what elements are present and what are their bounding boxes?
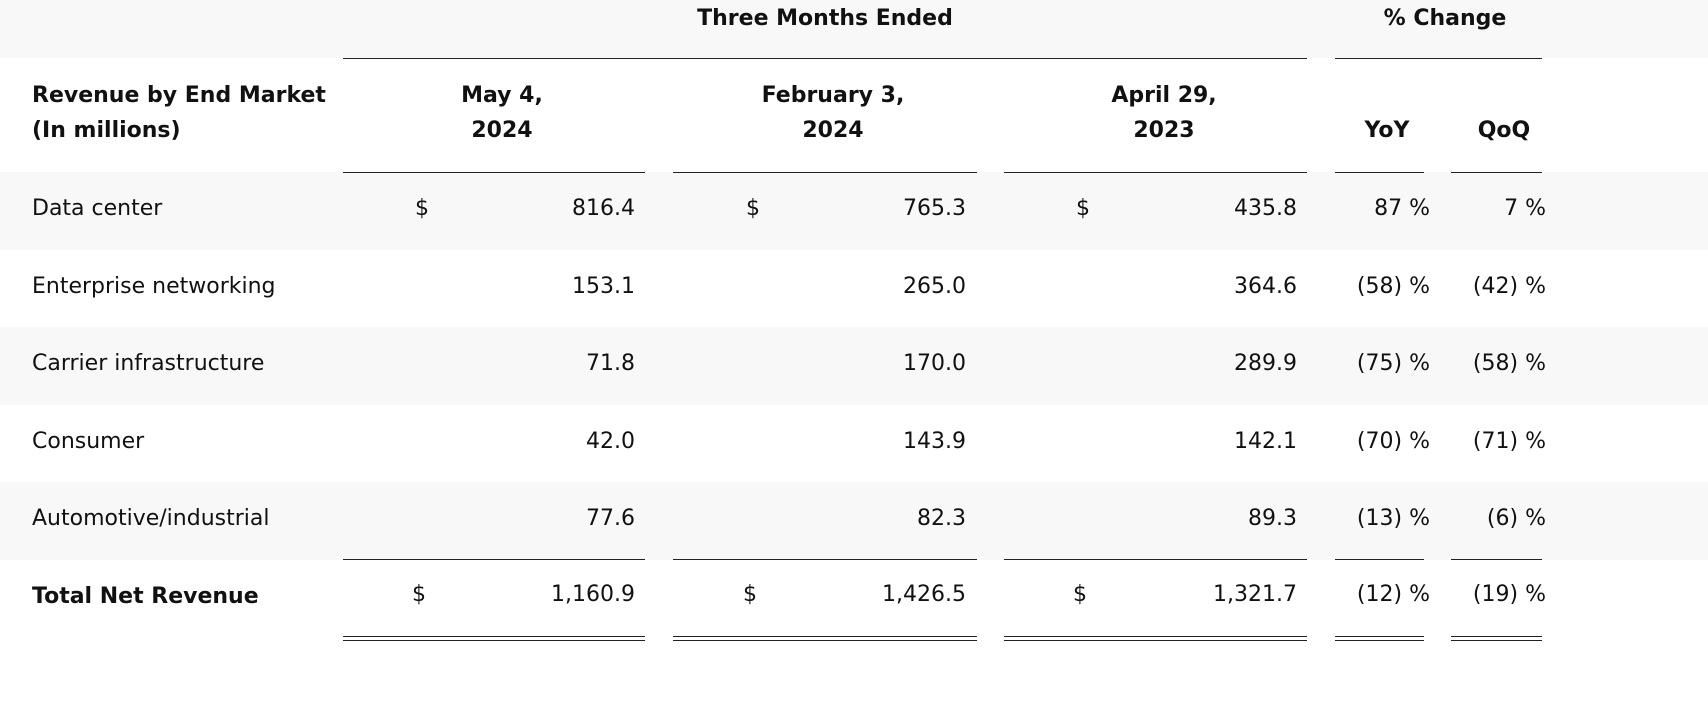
row-yoy-pct: % [1409,506,1430,531]
total-yoy-value: (12) [1356,582,1403,607]
row-value-col2: 765.3 [903,196,966,221]
row-value-col1: 42.0 [586,429,635,454]
row-yoy: 87 % [1330,196,1430,221]
row-qoq-pct: % [1525,506,1546,531]
col1-header-line1: May 4, [461,83,543,108]
col-header-yoy: YoY [1364,118,1410,143]
group-header-pct-change: % Change [1383,6,1507,31]
row-value-col1: 71.8 [586,351,635,376]
double-rule-col1 [343,636,645,641]
double-rule-qoq [1451,636,1542,641]
rule-col3 [1004,172,1307,173]
row-qoq: 7 % [1446,196,1546,221]
row-qoq: (42) % [1446,274,1546,299]
rule-total-qoq [1451,559,1542,560]
total-qoq-value: (19) [1472,582,1519,607]
row-qoq-pct: % [1525,429,1546,454]
rule-pct-change [1335,58,1542,59]
row-band-automotive [0,482,1708,560]
row-yoy-value: (58) [1356,274,1403,299]
total-label: Total Net Revenue [32,584,259,609]
rule-yoy [1335,172,1424,173]
rule-total-yoy [1335,559,1424,560]
row-yoy-pct: % [1409,351,1430,376]
row-qoq-value: (58) [1472,351,1519,376]
row-yoy-value: (13) [1356,506,1403,531]
rule-col2 [673,172,977,173]
col2-header-line2: 2024 [802,118,864,143]
rule-col1 [343,172,645,173]
rule-three-months [343,58,1307,59]
row-qoq-value: (42) [1472,274,1519,299]
row-value-col2: 143.9 [903,429,966,454]
total-value-col1: 1,160.9 [551,582,635,607]
row-qoq: (58) % [1446,351,1546,376]
row-qoq-pct: % [1525,196,1546,221]
rule-qoq [1451,172,1542,173]
total-dollar-col2: $ [743,582,757,607]
row-yoy-value: 87 [1374,196,1403,221]
rule-total-col2 [673,559,977,560]
row-dollar-col1: $ [415,196,429,221]
total-dollar-col3: $ [1073,582,1087,607]
row-qoq: (71) % [1446,429,1546,454]
header-band [0,0,1708,58]
row-dollar-col3: $ [1076,196,1090,221]
rule-total-col1 [343,559,645,560]
col1-header-line2: 2024 [471,118,533,143]
row-yoy-value: (70) [1356,429,1403,454]
row-value-col1: 77.6 [586,506,635,531]
col3-header-line2: 2023 [1133,118,1195,143]
row-value-col2: 170.0 [903,351,966,376]
row-band-data-center [0,172,1708,250]
total-yoy-pct: % [1409,582,1430,607]
total-value-col3: 1,321.7 [1213,582,1297,607]
row-qoq-value: 7 [1504,196,1519,221]
row-qoq-pct: % [1525,351,1546,376]
rule-total-col3 [1004,559,1307,560]
row-value-col3: 142.1 [1234,429,1297,454]
row-band-carrier [0,327,1708,405]
double-rule-col2 [673,636,977,641]
col-header-qoq: QoQ [1477,118,1531,143]
row-dollar-col2: $ [746,196,760,221]
row-value-col1: 816.4 [572,196,635,221]
row-yoy: (13) % [1330,506,1430,531]
row-label: Consumer [32,429,145,454]
row-label: Enterprise networking [32,274,276,299]
row-yoy: (70) % [1330,429,1430,454]
double-rule-yoy [1335,636,1424,641]
row-yoy: (75) % [1330,351,1430,376]
double-rule-col3 [1004,636,1307,641]
row-value-col3: 364.6 [1234,274,1297,299]
row-yoy-pct: % [1409,429,1430,454]
row-yoy-pct: % [1409,196,1430,221]
row-value-col3: 89.3 [1248,506,1297,531]
row-label: Carrier infrastructure [32,351,265,376]
total-qoq-pct: % [1525,582,1546,607]
row-value-col2: 82.3 [917,506,966,531]
col3-header-line1: April 29, [1111,83,1217,108]
row-label: Automotive/industrial [32,506,270,531]
row-qoq-value: (6) [1486,506,1519,531]
row-label: Data center [32,196,163,221]
row-value-col3: 435.8 [1234,196,1297,221]
row-qoq-pct: % [1525,274,1546,299]
row-qoq: (6) % [1446,506,1546,531]
row-yoy: (58) % [1330,274,1430,299]
header-label-line2: (In millions) [32,118,181,143]
total-value-col2: 1,426.5 [882,582,966,607]
total-yoy: (12) % [1330,582,1430,607]
col2-header-line1: February 3, [761,83,905,108]
row-value-col1: 153.1 [572,274,635,299]
total-qoq: (19) % [1446,582,1546,607]
row-value-col3: 289.9 [1234,351,1297,376]
row-yoy-pct: % [1409,274,1430,299]
header-label-line1: Revenue by End Market [32,83,326,108]
row-value-col2: 265.0 [903,274,966,299]
group-header-three-months: Three Months Ended [697,6,953,31]
total-dollar-col1: $ [412,582,426,607]
row-qoq-value: (71) [1472,429,1519,454]
row-yoy-value: (75) [1356,351,1403,376]
